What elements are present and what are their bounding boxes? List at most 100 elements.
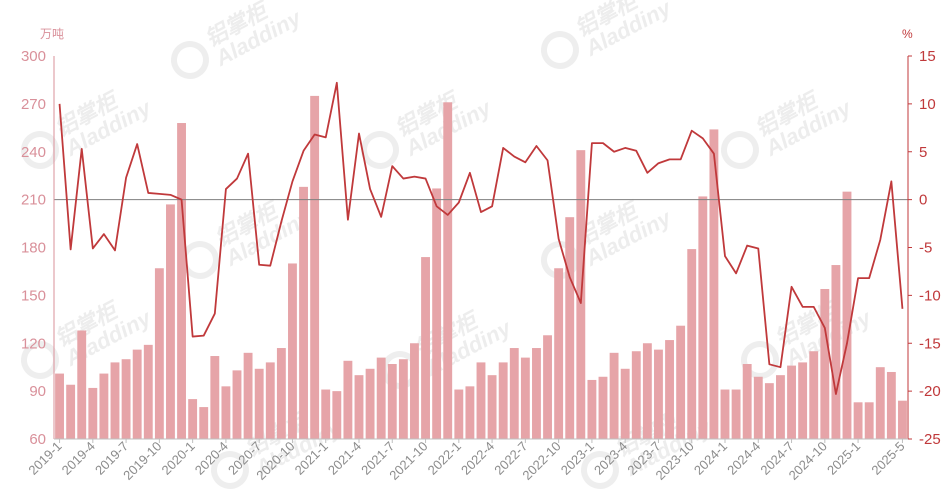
right-tick-label: -20 [919, 383, 941, 400]
bar [376, 357, 386, 439]
bar [343, 360, 353, 439]
bar [676, 325, 686, 439]
bar [587, 379, 597, 439]
bar [398, 359, 408, 439]
bar [798, 362, 808, 439]
bar [310, 95, 320, 440]
bar [831, 265, 841, 439]
bar [88, 387, 98, 439]
bar [276, 348, 286, 439]
bar [820, 288, 830, 439]
bar [243, 352, 253, 439]
bar [443, 102, 453, 439]
right-tick-label: -10 [919, 287, 941, 304]
x-tick-label: 2022-1 [425, 439, 464, 478]
bar [543, 335, 552, 439]
bar [199, 407, 209, 439]
right-tick-label: 15 [919, 48, 936, 65]
bar [532, 348, 541, 439]
left-tick-label: 60 [29, 431, 46, 448]
bar [498, 362, 508, 439]
x-tick-label: 2024-4 [724, 439, 763, 478]
bar [742, 364, 752, 439]
watermark-logo-icon [211, 451, 249, 489]
bar [598, 376, 608, 439]
bar [77, 330, 87, 439]
bar [432, 188, 442, 439]
bar [654, 349, 663, 439]
bar [265, 362, 275, 439]
right-tick-label: -25 [919, 431, 941, 448]
right-tick-label: 10 [919, 96, 936, 113]
left-tick-label: 150 [21, 287, 46, 304]
bar [698, 196, 708, 439]
bar [520, 357, 530, 439]
x-axis: 2019-12019-42019-72019-102020-12020-4202… [25, 439, 907, 483]
bar [487, 375, 497, 439]
right-tick-label: 0 [919, 192, 927, 209]
bar [898, 400, 907, 439]
right-tick-label: -15 [919, 335, 941, 352]
bar [465, 386, 475, 439]
bar [554, 268, 564, 439]
bar [410, 343, 419, 439]
bar [842, 191, 852, 439]
watermark-logo-icon [361, 131, 399, 169]
watermark-logo-icon [721, 131, 759, 169]
x-tick-label: 2025-1 [824, 439, 863, 478]
line-series [58, 81, 904, 395]
x-tick-label: 2019-4 [59, 439, 98, 478]
bar [221, 386, 231, 439]
bar [809, 351, 819, 439]
bar [332, 391, 342, 440]
left-tick-label: 210 [21, 192, 46, 209]
x-tick-label: 2022-4 [458, 439, 497, 478]
bar [631, 351, 641, 439]
bar [875, 367, 885, 439]
bar [776, 375, 785, 439]
bar [288, 263, 297, 439]
left-tick-label: 120 [21, 335, 46, 352]
bar [387, 364, 397, 439]
bar [354, 375, 364, 439]
bar [55, 373, 64, 439]
bar [720, 389, 730, 439]
left-tick-label: 180 [21, 240, 46, 257]
bar [565, 217, 575, 439]
left-axis: 60 90 120 150 180 210 240 270 300 [21, 48, 46, 448]
x-tick-label: 2020-1 [159, 439, 198, 478]
bar [665, 340, 674, 439]
bar [886, 371, 896, 439]
right-axis-unit: % [902, 27, 913, 41]
bar [121, 359, 131, 439]
bar [188, 399, 198, 439]
left-tick-label: 270 [21, 96, 46, 113]
bar [853, 402, 863, 439]
bar [365, 368, 375, 439]
bar [476, 362, 486, 439]
bar [509, 348, 519, 439]
bar [210, 356, 220, 439]
bar [66, 384, 76, 439]
bar [620, 368, 630, 439]
x-tick-label: 2025-5 [868, 439, 907, 478]
bar [421, 257, 430, 439]
watermark-logo-icon [171, 41, 209, 79]
bar [642, 343, 652, 439]
left-axis-unit: 万吨 [40, 27, 64, 41]
bar [709, 129, 719, 439]
bar [154, 268, 164, 439]
watermark-logo-icon [541, 30, 579, 69]
right-axis: -25 -20 -15 -10 -5 0 5 10 15 [908, 48, 941, 448]
bar [454, 389, 464, 439]
left-tick-label: 300 [21, 48, 46, 65]
bar [99, 373, 109, 439]
bar [753, 376, 763, 439]
right-tick-label: -5 [919, 240, 932, 257]
bar [731, 389, 741, 439]
